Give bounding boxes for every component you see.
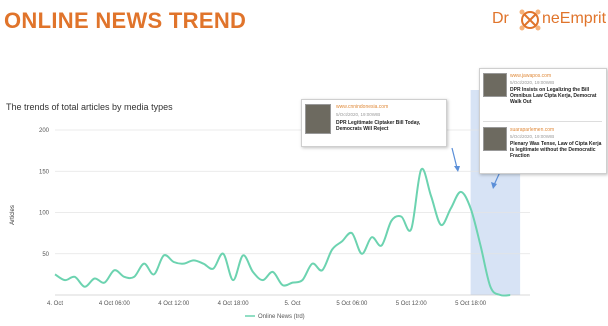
news-thumbnail-3	[483, 127, 507, 151]
news-source-2[interactable]: www.jawapos.com	[510, 73, 552, 79]
news-date-3: 5/Oct/2020, 19:00WIB	[510, 134, 555, 139]
y-tick-label-150: 150	[39, 169, 50, 175]
brand-logo: Dr neEmprit	[492, 6, 606, 34]
card-divider	[483, 121, 602, 122]
news-headline-2: DPR Insists on Legalizing the Bill Omnib…	[510, 87, 597, 105]
annotation-arrow-2	[493, 171, 501, 186]
annotation-arrowhead-1	[454, 166, 460, 172]
x-tick-label-7: 5 Oct 18:00	[455, 301, 487, 307]
chart-title: The trends of total articles by media ty…	[6, 102, 173, 112]
news-source-1[interactable]: www.cnnindonesia.com	[336, 104, 389, 110]
news-card-stack[interactable]: www.jawapos.com 5/Oct/2020, 19:00WIB DPR…	[479, 68, 607, 174]
drone-icon	[519, 9, 541, 31]
news-headline-1: DPR Legitimate Ciptaker Bill Today, Demo…	[336, 120, 421, 132]
page-title: ONLINE NEWS TREND	[4, 8, 247, 33]
x-tick-label-6: 5 Oct 12:00	[396, 301, 428, 307]
x-tick-label-5: 5 Oct 06:00	[336, 301, 368, 307]
legend-label: Online News (trd)	[258, 314, 305, 320]
news-date-2: 5/Oct/2020, 19:00WIB	[510, 80, 555, 85]
series-line-online-news	[54, 167, 511, 297]
x-tick-label-2: 4 Oct 12:00	[158, 301, 190, 307]
y-tick-label-200: 200	[39, 128, 50, 134]
news-thumbnail-2	[483, 73, 507, 97]
y-tick-label-100: 100	[39, 211, 50, 217]
x-tick-label-4: 5. Oct	[284, 301, 300, 307]
x-tick-label-0: 4. Oct	[47, 301, 63, 307]
news-thumbnail-1	[305, 104, 331, 134]
news-card-1[interactable]: www.cnnindonesia.com 5/Oct/2020, 19:00WI…	[301, 99, 447, 147]
news-date-1: 5/Oct/2020, 19:00WIB	[336, 112, 381, 117]
x-tick-label-3: 4 Oct 18:00	[218, 301, 250, 307]
logo-text-right: neEmprit	[542, 10, 607, 27]
y-axis-label: Articles	[10, 205, 16, 225]
x-tick-label-1: 4 Oct 06:00	[99, 301, 131, 307]
annotation-arrowhead-2	[491, 182, 497, 189]
news-source-3[interactable]: suaraparlemen.com	[510, 127, 555, 133]
news-headline-3: Plenary Was Tense, Law of Cipta Kerja is…	[510, 141, 602, 159]
y-tick-label-50: 50	[42, 252, 49, 258]
logo-text-left: Dr	[492, 10, 509, 27]
annotation-arrow-1	[451, 147, 458, 169]
